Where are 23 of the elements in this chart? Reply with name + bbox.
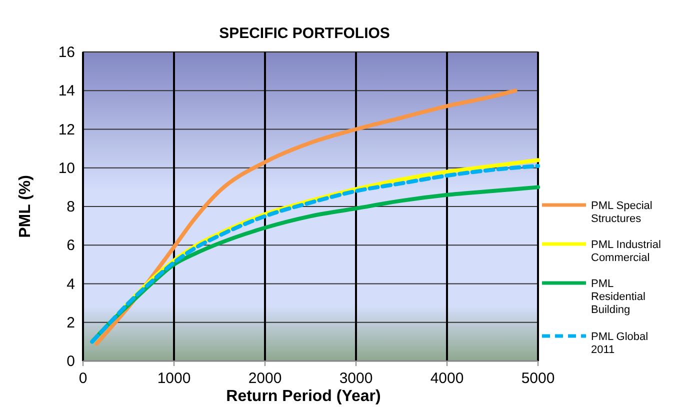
x-tick-label: 3000	[339, 370, 373, 387]
y-tick-label: 14	[58, 82, 75, 100]
y-tick-label: 2	[66, 314, 75, 332]
y-tick-label: 12	[58, 121, 75, 138]
legend-label: PML Global 2011	[591, 331, 648, 356]
legend-label: PML Residential Building	[591, 278, 646, 316]
y-tick-label: 0	[66, 353, 75, 370]
x-tick-label: 2000	[248, 370, 282, 387]
x-axis-title: Return Period (Year)	[226, 388, 381, 405]
line-series	[94, 88, 518, 346]
x-tick-label: 5000	[521, 370, 555, 387]
chart-title: SPECIFIC PORTFOLIOS	[219, 25, 390, 42]
x-tick-label: 0	[78, 370, 88, 387]
legend-label: PML Industrial Commercial	[591, 239, 661, 264]
y-tick-label: 16	[58, 44, 75, 61]
y-tick-label: 6	[66, 237, 75, 254]
y-axis-title: PML (%)	[17, 175, 34, 238]
legend-label: PML Special Structures	[591, 200, 652, 225]
y-tick-label: 8	[66, 198, 75, 216]
y-tick-label: 10	[58, 160, 75, 177]
x-tick-label: 4000	[430, 370, 464, 387]
y-tick-label: 4	[66, 276, 75, 293]
x-tick-label: 1000	[157, 370, 191, 387]
